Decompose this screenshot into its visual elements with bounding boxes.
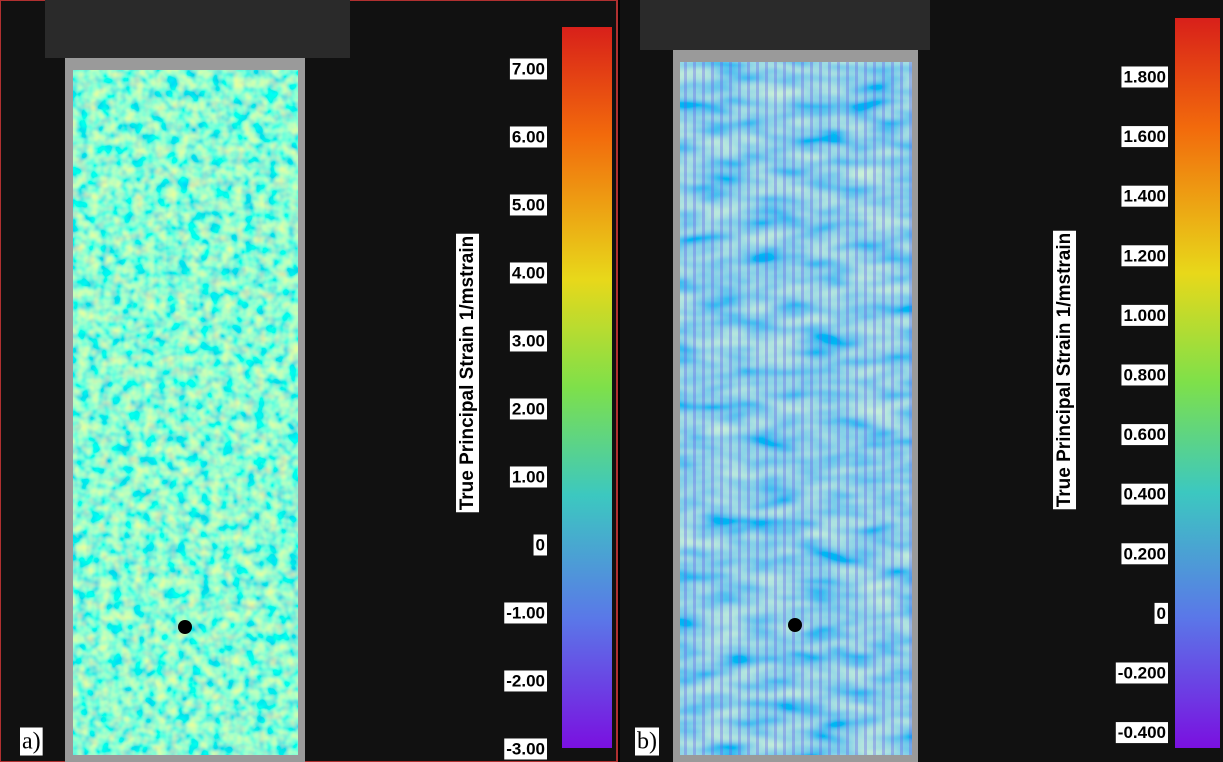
label-background (1121, 126, 1168, 148)
colorbar-tick-label-box: 0.400 (1121, 483, 1168, 505)
label-background (1053, 230, 1077, 510)
colorbar-tick-label: 1.600 (1123, 127, 1166, 146)
label-background (1115, 662, 1168, 684)
colorbar-tick-label: 6.00 (512, 127, 545, 146)
panel-label-box: a) (20, 727, 43, 756)
colorbar-tick-label-box: 0.600 (1121, 424, 1168, 446)
label-background (533, 534, 547, 556)
panel-a (0, 0, 618, 762)
label-background (635, 727, 659, 756)
label-background (1121, 304, 1168, 326)
grip (640, 0, 930, 50)
panel-label-box: b) (635, 727, 659, 756)
label-background (20, 727, 43, 756)
colorbar-tick-label-box: -2.00 (504, 670, 547, 692)
label-background (1154, 602, 1168, 624)
colorbar-tick-label-box: -1.00 (504, 602, 547, 624)
colorbar-tick-label-box: 1.400 (1121, 185, 1168, 207)
label-background (456, 233, 480, 513)
colorbar-tick-label: 1.00 (512, 467, 545, 486)
colorbar-tick-label-box: 1.800 (1121, 66, 1168, 88)
label-background (1121, 66, 1168, 88)
marker (788, 618, 802, 632)
colorbar-tick-label-box: 1.600 (1121, 126, 1168, 148)
colorbar (562, 27, 612, 748)
colorbar-tick-label: 1.200 (1123, 246, 1166, 265)
colorbar-tick-label: 0 (536, 535, 545, 554)
panel-label: a) (22, 729, 41, 755)
label-background (509, 262, 547, 284)
colorbar-tick-label: -0.200 (1118, 663, 1166, 682)
label-background (1115, 722, 1168, 744)
colorbar-tick-label-box: 2.00 (509, 398, 547, 420)
frame (0, 0, 618, 762)
colorbar-tick-label: 3.00 (512, 331, 545, 350)
colorbar (1175, 18, 1220, 748)
colorbar-tick-label: -3.00 (506, 739, 545, 758)
colorbar-title: True Principal Strain 1/mstrain (457, 236, 478, 511)
label-background (509, 466, 547, 488)
colorbar-tick-label: -1.00 (506, 603, 545, 622)
strain-field (73, 70, 298, 755)
colorbar-tick-label: 4.00 (512, 263, 545, 282)
colorbar-tick-label: 0.600 (1123, 425, 1166, 444)
label-background (509, 58, 547, 80)
label-background (509, 126, 547, 148)
colorbar-tick-label: 1.400 (1123, 187, 1166, 206)
colorbar-tick-label-box: 1.000 (1121, 304, 1168, 326)
panel-label: b) (637, 729, 657, 755)
colorbar-tick-label: 1.000 (1123, 306, 1166, 325)
label-background (509, 330, 547, 352)
label-background (1121, 185, 1168, 207)
colorbar-title: True Principal Strain 1/mstrain (1054, 233, 1075, 508)
colorbar-tick-label: 7.00 (512, 59, 545, 78)
colorbar-tick-label-box: 0.200 (1121, 543, 1168, 565)
label-background (1121, 245, 1168, 267)
colorbar-tick-label-box: 0.800 (1121, 364, 1168, 386)
label-background (504, 602, 547, 624)
colorbar-tick-label: 0.800 (1123, 365, 1166, 384)
colorbar-tick-label: -2.00 (506, 671, 545, 690)
label-background (1121, 483, 1168, 505)
colorbar-tick-label: 0 (1157, 604, 1166, 623)
label-background (1121, 364, 1168, 386)
strain-stripes (680, 62, 912, 755)
label-background (504, 670, 547, 692)
label-background (509, 398, 547, 420)
colorbar-tick-label-box: 0 (533, 534, 547, 556)
colorbar-tick-label-box: 0 (1154, 602, 1168, 624)
colorbar-title-box: True Principal Strain 1/mstrain (456, 233, 480, 513)
colorbar-tick-label: 2.00 (512, 399, 545, 418)
label-background (504, 738, 547, 760)
colorbar-tick-label: 5.00 (512, 195, 545, 214)
colorbar-tick-label-box: -0.200 (1115, 662, 1168, 684)
colorbar-tick-label-box: -3.00 (504, 738, 547, 760)
colorbar-tick-label: -0.400 (1118, 723, 1166, 742)
colorbar-tick-label-box: 4.00 (509, 262, 547, 284)
colorbar-tick-label-box: 6.00 (509, 126, 547, 148)
colorbar-tick-label: 0.400 (1123, 485, 1166, 504)
colorbar-tick-label-box: 1.00 (509, 466, 547, 488)
grip (45, 0, 350, 58)
colorbar-tick-label-box: 5.00 (509, 194, 547, 216)
colorbar-tick-label-box: 1.200 (1121, 245, 1168, 267)
colorbar-tick-label-box: 3.00 (509, 330, 547, 352)
marker (178, 620, 192, 634)
label-background (1121, 543, 1168, 565)
colorbar-tick-label-box: 7.00 (509, 58, 547, 80)
label-background (509, 194, 547, 216)
colorbar-tick-label: 0.200 (1123, 544, 1166, 563)
label-background (1121, 424, 1168, 446)
colorbar-title-box: True Principal Strain 1/mstrain (1053, 230, 1077, 510)
colorbar-tick-label: 1.800 (1123, 67, 1166, 86)
colorbar-tick-label-box: -0.400 (1115, 722, 1168, 744)
